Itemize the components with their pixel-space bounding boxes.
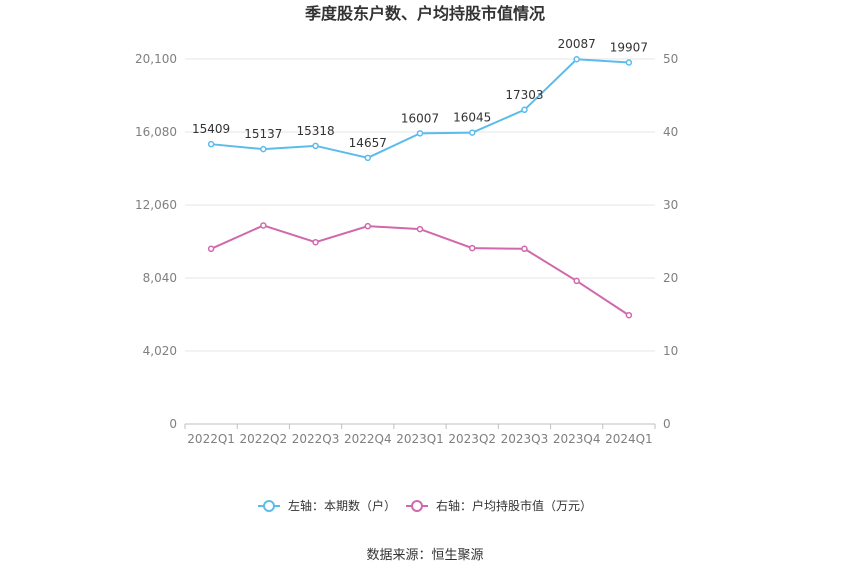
- left-tick-label: 12,060: [135, 198, 177, 212]
- data-point: [364, 222, 372, 230]
- left-tick-label: 0: [169, 417, 177, 431]
- x-tick-label: 2024Q1: [605, 432, 653, 446]
- data-label: 15318: [296, 124, 334, 138]
- data-label: 16045: [453, 111, 491, 125]
- left-tick-label: 4,020: [143, 344, 177, 358]
- x-tick-label: 2023Q3: [501, 432, 549, 446]
- data-label: 15137: [244, 127, 282, 141]
- x-tick-label: 2022Q3: [292, 432, 340, 446]
- data-point: [207, 140, 215, 148]
- x-tick-label: 2023Q2: [448, 432, 496, 446]
- data-point: [573, 277, 580, 285]
- data-label: 20087: [558, 37, 596, 51]
- data-label: 16007: [401, 111, 439, 125]
- legend: 左轴：本期数（户） 右轴：户均持股市值（万元）: [258, 498, 592, 513]
- data-point: [312, 142, 319, 150]
- data-point: [416, 225, 424, 233]
- data-label: 17303: [505, 88, 543, 102]
- data-point: [312, 238, 319, 246]
- right-tick-label: 0: [663, 417, 671, 431]
- data-label: 19907: [610, 41, 648, 55]
- chart-title: 季度股东户数、户均持股市值情况: [304, 4, 545, 23]
- x-tick-label: 2022Q2: [240, 432, 288, 446]
- left-axis: 0 4,020 8,040 12,060 16,080 20,100: [135, 52, 177, 431]
- data-point: [260, 222, 267, 229]
- data-label: 15409: [192, 122, 230, 136]
- data-point: [625, 59, 633, 66]
- right-tick-label: 30: [663, 198, 678, 212]
- right-tick-label: 10: [663, 344, 678, 358]
- data-point: [573, 55, 580, 63]
- legend-marker-1: [263, 500, 275, 512]
- x-tick-label: 2022Q1: [187, 432, 235, 446]
- series-line-1: [211, 58, 629, 159]
- data-point: [625, 311, 633, 319]
- data-point: [260, 145, 267, 153]
- right-tick-label: 20: [663, 271, 678, 285]
- series-layer: 15409 15137 15318 14657 16007 16045 17303 20087…: [192, 37, 648, 319]
- data-point: [207, 245, 215, 253]
- legend-marker-2: [411, 500, 423, 512]
- x-tick-label: 2023Q1: [396, 432, 444, 446]
- data-point: [521, 106, 528, 114]
- right-tick-label: 40: [663, 125, 678, 139]
- data-point: [364, 154, 372, 162]
- right-axis: 0 10 20 30 40 50: [663, 52, 678, 431]
- series-line-2: [210, 224, 630, 317]
- data-point: [468, 129, 476, 136]
- legend-label-1: 左轴：本期数（户）: [288, 498, 396, 513]
- data-point: [416, 130, 424, 137]
- left-tick-label: 16,080: [135, 125, 177, 139]
- source-note: 数据来源：恒生聚源: [366, 548, 483, 563]
- x-tick-label: 2023Q4: [553, 432, 601, 446]
- data-label: 14657: [349, 136, 387, 150]
- data-point: [468, 244, 476, 252]
- x-axis: 2022Q1 2022Q2 2022Q3 2022Q4 2023Q1 2023Q2 2023…: [184, 424, 656, 446]
- legend-label-2: 右轴：户均持股市值（万元）: [436, 498, 592, 513]
- left-tick-label: 8,040: [143, 271, 177, 285]
- left-tick-label: 20,100: [135, 52, 177, 66]
- right-tick-label: 50: [663, 52, 678, 66]
- data-point: [521, 245, 528, 253]
- x-tick-label: 2022Q4: [344, 432, 392, 446]
